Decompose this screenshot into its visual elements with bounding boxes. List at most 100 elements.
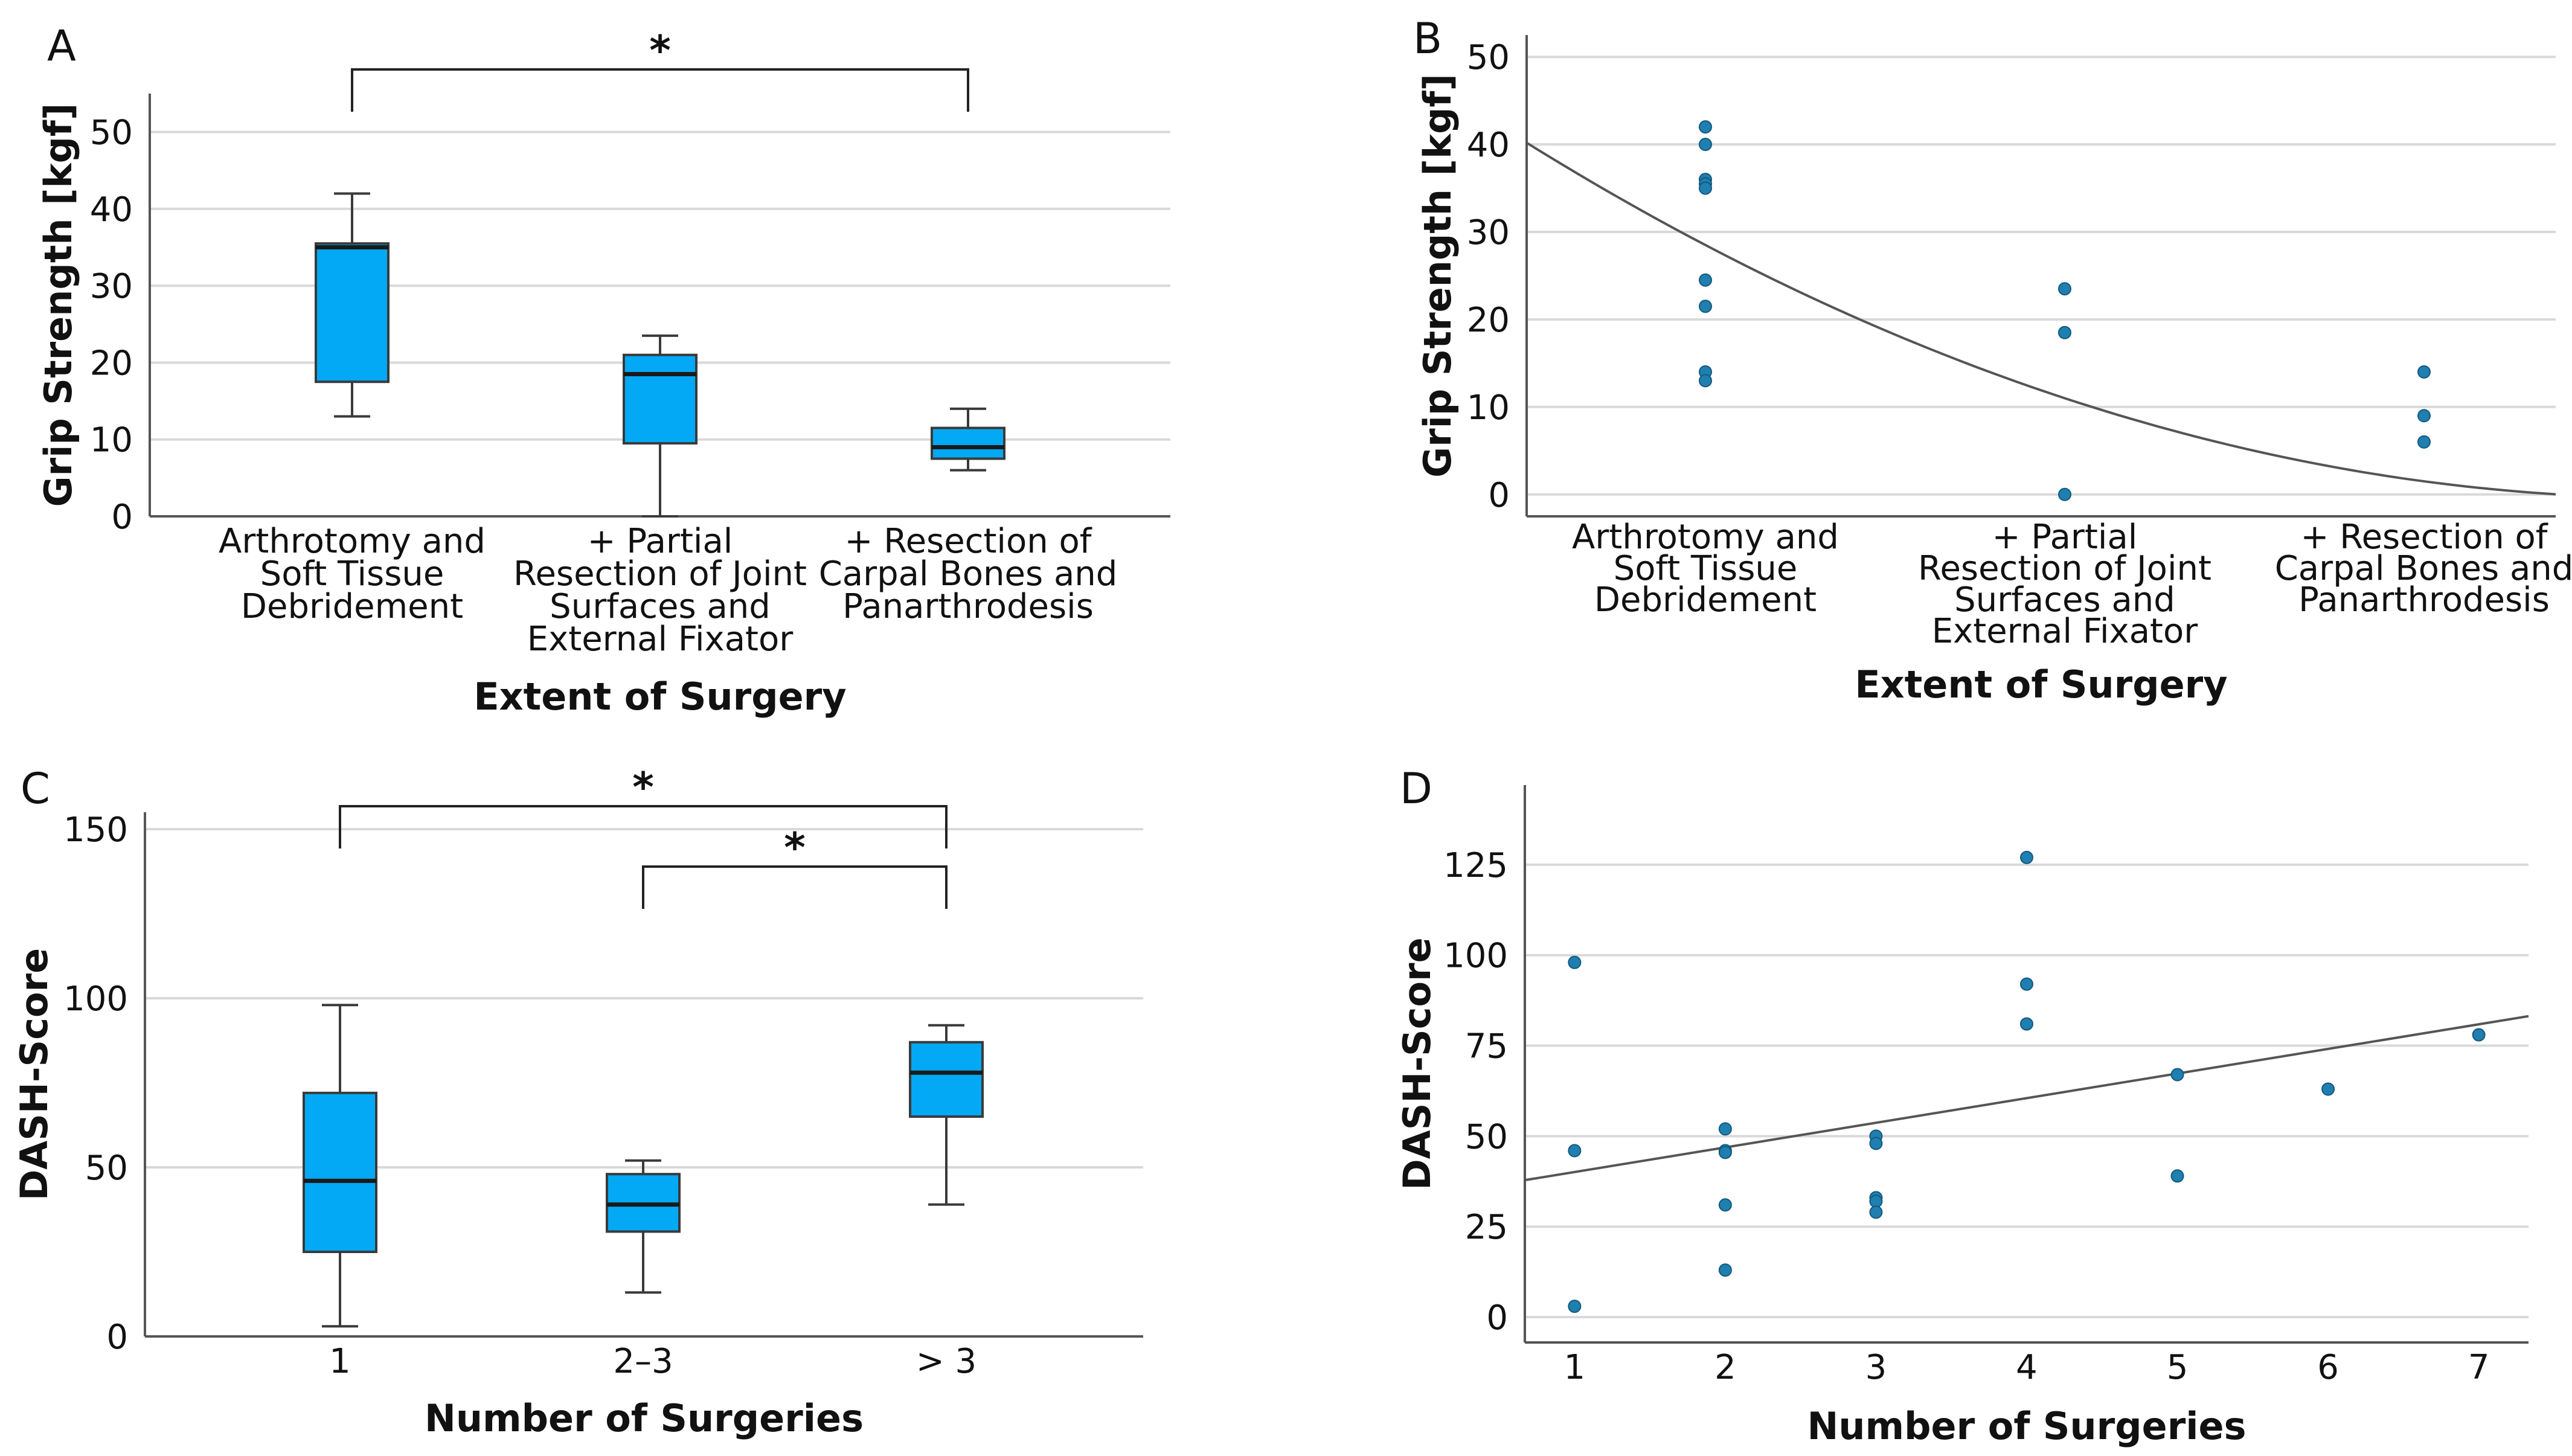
panel-a-box-2-iqr-box	[623, 353, 698, 445]
panel-c-significance-1-label: *	[632, 764, 654, 812]
panel-a-x-axis-title: Extent of Surgery	[473, 675, 846, 719]
panel-a-category-label: Soft Tissue	[260, 554, 444, 594]
panel-letter-a: A	[47, 21, 76, 71]
panel-d-data-point	[2321, 1082, 2335, 1096]
panel-b-data-point	[1699, 300, 1712, 313]
panel-b-data-point	[2058, 326, 2071, 339]
panel-a-box-3-iqr-box	[931, 426, 1005, 460]
panel-a-category-label: + Partial	[588, 522, 733, 561]
panel-c-category-label: > 3	[916, 1342, 977, 1381]
panel-d-fit-line	[1524, 1015, 2529, 1182]
panel-b-category-label: + Resection of	[2300, 518, 2548, 557]
panel-c-category-label: 2–3	[613, 1342, 673, 1381]
panel-b-category-label: Resection of Joint	[1918, 549, 2211, 588]
panel-d-x-tick-label: 2	[1714, 1348, 1736, 1387]
panel-d-y-tick-label: 100	[1443, 937, 1508, 976]
panel-b-category-label: Debridement	[1594, 580, 1817, 620]
panel-a-y-tick-label: 40	[90, 190, 133, 229]
panel-c-y-tick-label: 0	[106, 1318, 128, 1357]
panel-b-category-label: Surfaces and	[1954, 580, 2175, 620]
panel-letter-d: D	[1400, 764, 1432, 813]
panel-a-category-label: Surfaces and	[550, 587, 771, 626]
panel-d-data-point	[1718, 1198, 1732, 1212]
panel-a-category-label: + Resection of	[844, 522, 1092, 561]
panel-a-box-1-iqr-box	[315, 242, 390, 383]
panel-c-significance-2-bracket	[642, 865, 948, 909]
panel-a-category-label: Carpal Bones and	[819, 554, 1118, 594]
panel-d-x-tick-label: 3	[1865, 1348, 1887, 1387]
panel-a-grip-strength-boxplot: 0 10 20 30 40 50 Extent of Surgery Grip Strengt…	[36, 27, 1170, 719]
panel-d-y-tick-label: 50	[1465, 1117, 1508, 1156]
panel-b-data-point	[1699, 120, 1712, 134]
panel-a-y-tick-label: 20	[90, 344, 133, 383]
panel-d-data-point	[1869, 1205, 1883, 1219]
panel-d-data-point	[1568, 1144, 1582, 1158]
panel-d-data-point	[2472, 1028, 2486, 1042]
panel-d-data-point	[1718, 1263, 1732, 1277]
panel-d-data-point	[1718, 1122, 1732, 1136]
panel-d-x-axis-title: Number of Surgeries	[1807, 1404, 2246, 1448]
panel-b-data-point	[1699, 138, 1712, 152]
panel-c-box-1-iqr-box	[303, 1091, 377, 1254]
panel-a-significance-1-bracket	[351, 68, 969, 112]
panel-b-data-point	[2058, 487, 2071, 501]
panel-c-box-3-iqr-box	[909, 1041, 984, 1118]
panel-c-y-tick-label: 150	[63, 810, 128, 850]
panel-a-category-label: Resection of Joint	[513, 554, 807, 594]
panel-d-y-tick-label: 75	[1465, 1027, 1508, 1066]
panel-b-grip-strength-scatter: 0 10 20 30 40 50 Extent of Surgery Grip Strengt…	[1416, 35, 2572, 707]
panel-a-y-tick-label: 50	[90, 114, 133, 153]
panel-b-data-point	[1699, 374, 1712, 388]
panel-b-category-label: + Partial	[1992, 518, 2138, 557]
panel-a-significance-1-label: *	[649, 27, 671, 75]
panel-d-y-tick-label: 25	[1465, 1208, 1508, 1247]
panel-b-y-tick-label: 30	[1467, 213, 1510, 252]
panel-a-y-tick-label: 30	[90, 267, 133, 306]
panel-d-x-tick-label: 6	[2317, 1348, 2339, 1387]
panel-a-category-label: Arthrotomy and	[219, 522, 486, 561]
panel-d-data-point	[2020, 850, 2033, 864]
panel-letter-b: B	[1413, 14, 1442, 63]
panel-d-data-point	[1568, 955, 1582, 969]
panel-a-y-axis-title: Grip Strength [kgf]	[36, 103, 80, 507]
panel-d-x-tick-label: 4	[2016, 1348, 2038, 1387]
panel-d-data-point	[2020, 977, 2033, 991]
panel-a-category-label: Debridement	[241, 587, 463, 626]
panel-b-fit-line	[1525, 141, 2556, 496]
panel-a-category-label: Panarthrodesis	[842, 587, 1094, 626]
panel-letter-c: C	[21, 764, 50, 813]
panel-b-data-point	[2417, 365, 2431, 379]
panel-b-y-axis-title: Grip Strength [kgf]	[1416, 74, 1460, 478]
panel-b-category-label: Carpal Bones and	[2275, 549, 2572, 588]
panel-c-dash-boxplot: 0 50 100 150 Number of Surgeries DASH-Score 1 2…	[12, 764, 1143, 1440]
panel-d-data-point	[1718, 1146, 1732, 1159]
panel-b-data-point	[2417, 435, 2431, 449]
panel-c-x-axis-title: Number of Surgeries	[425, 1396, 864, 1440]
panel-b-category-label: Arthrotomy and	[1572, 518, 1839, 557]
panel-d-y-tick-label: 125	[1443, 846, 1508, 885]
panel-d-data-point	[2170, 1068, 2184, 1082]
panel-d-data-point	[2020, 1017, 2033, 1031]
panel-a-y-tick-label: 10	[90, 421, 133, 460]
panel-c-y-axis-title: DASH-Score	[12, 948, 56, 1201]
panel-b-y-tick-label: 50	[1467, 38, 1510, 77]
panel-a-y-tick-label: 0	[111, 498, 133, 537]
panel-c-y-tick-label: 50	[85, 1149, 128, 1188]
panel-d-data-point	[1869, 1137, 1883, 1150]
panel-c-y-tick-label: 100	[63, 980, 128, 1019]
panel-d-data-point	[1568, 1300, 1582, 1313]
panel-b-y-tick-label: 0	[1488, 476, 1510, 515]
panel-c-significance-2-label: *	[784, 824, 806, 872]
panel-b-data-point	[1699, 273, 1712, 287]
panel-d-x-tick-label: 5	[2167, 1348, 2189, 1387]
panel-b-category-label: External Fixator	[1932, 612, 2199, 651]
panel-d-y-tick-label: 0	[1486, 1298, 1508, 1338]
panel-c-significance-1-bracket	[339, 805, 948, 848]
panel-a-category-label: External Fixator	[527, 620, 794, 659]
panel-c-category-label: 1	[329, 1342, 351, 1381]
panel-b-y-tick-label: 40	[1467, 126, 1510, 165]
panel-b-data-point	[1699, 181, 1712, 195]
panel-b-x-axis-title: Extent of Surgery	[1855, 662, 2227, 707]
panel-d-x-tick-label: 7	[2468, 1348, 2490, 1387]
